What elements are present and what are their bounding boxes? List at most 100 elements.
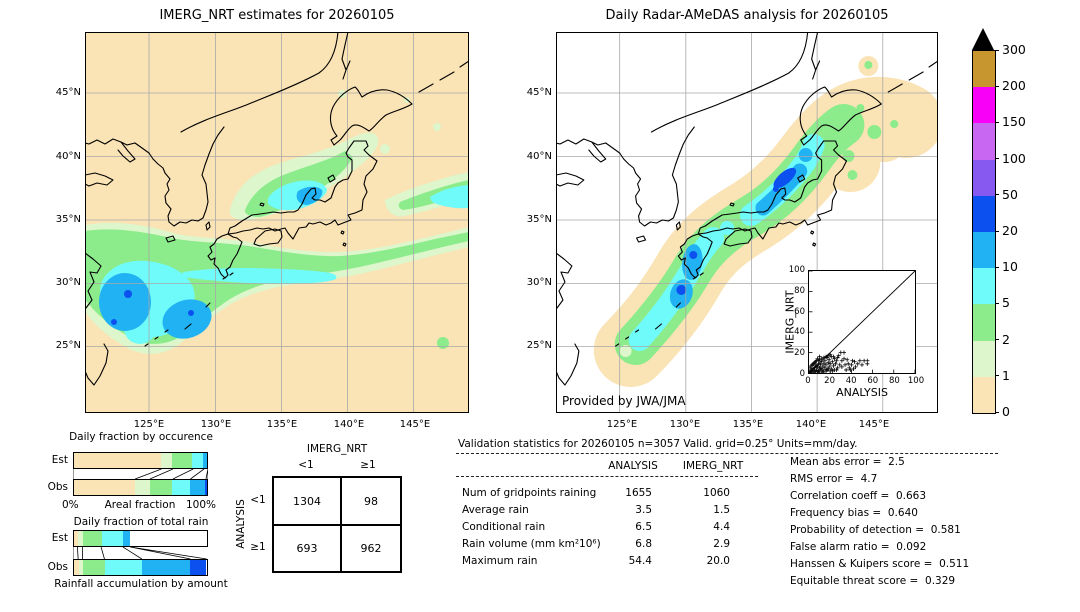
score-row: RMS error = 4.7 (790, 473, 878, 485)
scores-list: Mean abs error = 2.5 RMS error = 4.7 Corre… (790, 456, 1070, 592)
total-est-bar (73, 530, 208, 547)
contingency-col-label-lt1: <1 (298, 459, 314, 471)
colorbar-tick-label: 150 (1002, 114, 1026, 130)
colorbar-swatch (973, 340, 995, 377)
stats-title: Validation statistics for 20260105 n=305… (458, 438, 858, 450)
bar-connector-lines (73, 547, 207, 559)
right-map-lat-tick: 40°N (526, 151, 552, 162)
colorbar-tick-mark (995, 121, 999, 123)
contingency-col-label-ge1: ≥1 (360, 459, 376, 471)
score-row: Probability of detection = 0.581 (790, 524, 961, 536)
colorbar-tick-label: 50 (1002, 186, 1018, 202)
total-obs-segment-tan (74, 560, 80, 575)
total-obs-label: Obs (47, 561, 68, 573)
occurrence-obs-segment-palegreen (135, 480, 150, 495)
occurrence-est-label: Est (51, 454, 68, 466)
contingency-row-label-lt1: <1 (250, 494, 266, 506)
stats-row-label: Num of gridpoints raining (462, 487, 597, 499)
occurrence-obs-segment-tan (74, 480, 136, 495)
colorbar (972, 50, 996, 414)
colorbar-tick-mark (995, 339, 999, 341)
right-map-lat-tick: 25°N (526, 340, 552, 351)
stats-value-analysis: 3.5 (635, 504, 652, 516)
stats-row-label: Rain volume (mm km²10⁶) (462, 538, 601, 550)
score-row: Correlation coeff = 0.663 (790, 490, 926, 502)
colorbar-swatch (973, 376, 995, 414)
colorbar-swatch (973, 159, 995, 196)
stats-row-label: Maximum rain (462, 555, 538, 567)
colorbar-swatch (973, 87, 995, 124)
scatter-canvas (808, 270, 916, 375)
score-row: False alarm ratio = 0.092 (790, 541, 927, 553)
occurrence-est-segment-skyblue (202, 453, 207, 468)
stats-value-imerg: 1060 (703, 487, 730, 499)
total-est-segment-skyblue (123, 531, 131, 546)
occurrence-est-segment-tan (74, 453, 162, 468)
total-obs-segment-palegreen (79, 560, 84, 575)
colorbar-tick-mark (995, 85, 999, 87)
colorbar-tick-label: 100 (1002, 150, 1026, 166)
stats-value-analysis: 6.8 (635, 538, 652, 550)
colorbar-tick-mark (995, 302, 999, 304)
right-map-lon-tick: 140°E (795, 419, 827, 430)
scatter-x-tick-label: 100 (907, 376, 925, 386)
right-map-lon-tick: 145°E (858, 419, 890, 430)
stats-value-analysis: 6.5 (635, 521, 652, 533)
stats-value-imerg: 2.9 (713, 538, 730, 550)
stats-value-analysis: 54.4 (628, 555, 652, 567)
right-map-lat-tick: 30°N (526, 277, 552, 288)
total-connectors (73, 547, 207, 559)
occurrence-obs-segment-skyblue (189, 480, 205, 495)
total-obs-segment-skyblue (141, 560, 190, 575)
total-est-segment-palegreen (78, 531, 84, 546)
occurrence-x100: 100% (186, 499, 217, 511)
left-map-lat-tick: 35°N (55, 214, 81, 225)
colorbar-tick-label: 5 (1002, 295, 1010, 311)
credit-text: Provided by JWA/JMA (562, 394, 686, 408)
stats-value-imerg: 1.5 (713, 504, 730, 516)
left-map-canvas (84, 31, 470, 414)
contingency-cell: 962 (341, 525, 401, 572)
total-obs-bar (73, 559, 208, 576)
occurrence-obs-segment-green (149, 480, 173, 495)
stats-value-analysis: 1655 (625, 487, 652, 499)
total-xlabel: Rainfall accumulation by amount (54, 578, 228, 590)
occurrence-est-segment-cyan (192, 453, 203, 468)
total-est-label: Est (51, 532, 68, 544)
colorbar-overflow-triangle (972, 28, 994, 50)
scatter-y-tick-label: 60 (794, 306, 805, 317)
bar-connector-lines (73, 469, 208, 479)
left-map-lat-tick: 25°N (55, 340, 81, 351)
stats-col-analysis: ANALYSIS (608, 460, 658, 472)
left-map-lon-tick: 135°E (266, 419, 298, 430)
left-map-lat-tick: 40°N (55, 151, 81, 162)
colorbar-swatch (973, 232, 995, 269)
occurrence-obs-segment-blue (204, 480, 207, 495)
colorbar-swatch (973, 51, 995, 88)
contingency-cell: 693 (273, 525, 341, 572)
scatter-points (808, 350, 870, 375)
colorbar-tick-mark (995, 266, 999, 268)
right-map-lon-tick: 130°E (669, 419, 701, 430)
total-obs-segment-cyan (104, 560, 142, 575)
colorbar-swatch (973, 195, 995, 233)
colorbar-tick-mark (995, 49, 999, 51)
colorbar-tick-label: 20 (1002, 223, 1018, 238)
colorbar-swatch (973, 268, 995, 305)
total-est-segment-green (83, 531, 102, 546)
colorbar-tick-label: 0 (1002, 404, 1010, 419)
colorbar-tick-mark (995, 230, 999, 232)
left-map-lon-tick: 140°E (333, 419, 365, 430)
colorbar-tick-mark (995, 194, 999, 196)
occurrence-xlabel: Areal fraction (104, 499, 176, 511)
right-map-lon-tick: 125°E (606, 419, 638, 430)
scatter-y-tick-label: 0 (799, 369, 805, 379)
colorbar-tick-mark (995, 411, 999, 413)
colorbar-tick-label: 200 (1002, 78, 1026, 94)
left-map-lon-tick: 130°E (200, 419, 232, 430)
colorbar-tick-mark (995, 158, 999, 160)
score-row: Mean abs error = 2.5 (790, 456, 905, 468)
left-map-precip (85, 90, 469, 354)
left-map (84, 31, 470, 414)
